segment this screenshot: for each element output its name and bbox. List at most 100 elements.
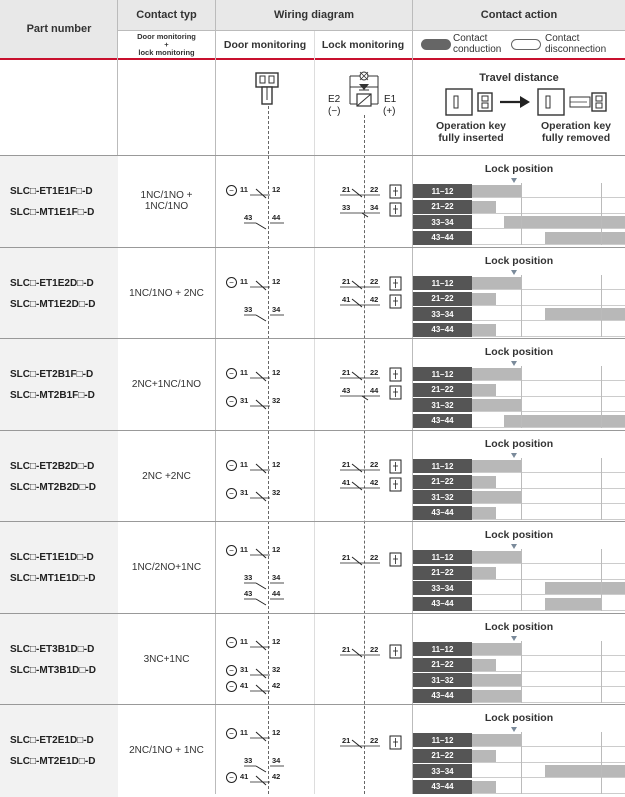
- nc-contact-symbol: [250, 640, 270, 651]
- positive-opening-icon: −: [226, 460, 237, 471]
- conduction-bar: [472, 674, 521, 686]
- contact-terminal-a: 41: [240, 681, 249, 690]
- contact-terminal-b: 22: [370, 736, 379, 745]
- lock-contact: 21 22: [340, 644, 412, 659]
- table-row: SLC□-ET2B1F□-D SLC□-MT2B1F□-D 2NC+1NC/1NO −…: [0, 338, 625, 431]
- contact-track: [472, 597, 625, 611]
- door-contact: 33 34: [226, 573, 286, 590]
- positive-opening-icon: −: [226, 772, 237, 783]
- part-number: SLC□-MT1E1F□-D: [10, 207, 95, 218]
- conduction-bar: [472, 643, 521, 655]
- position-tick: [601, 732, 602, 794]
- nc-contact-symbol: [250, 463, 270, 474]
- lock-contact: 21 22: [340, 552, 412, 567]
- key-inserted-icon: [445, 88, 493, 116]
- part-number: SLC□-ET2E1D□-D: [10, 735, 94, 746]
- door-contact: −31 32: [226, 665, 286, 679]
- part-number-cell: SLC□-ET1E2D□-D SLC□-MT1E2D□-D: [0, 248, 118, 340]
- nc-contact-symbol: [250, 548, 270, 559]
- contact-terminal-a: 31: [240, 488, 249, 497]
- door-contact: 43 44: [226, 589, 286, 606]
- contact-pair-label: 21–22: [413, 748, 472, 763]
- conduction-bar: [504, 216, 625, 228]
- lock-position-marker: [511, 636, 517, 641]
- contact-track: [472, 689, 625, 703]
- contact-pair-label: 31–32: [413, 673, 472, 687]
- contact-track: [472, 383, 625, 397]
- no-contact-symbol: [244, 314, 284, 322]
- contact-terminal-b: 12: [272, 185, 281, 194]
- contact-pair-label: 21–22: [413, 382, 472, 397]
- positive-opening-icon: −: [226, 681, 237, 692]
- conduction-bar: [472, 185, 521, 197]
- contact-track: [472, 673, 625, 687]
- contact-terminal-b: 22: [370, 277, 379, 286]
- row-divider: [0, 704, 625, 705]
- contact-pair-label: 43–44: [413, 779, 472, 794]
- lock-contact: 33 34: [340, 202, 412, 218]
- contact-pair-label: 43–44: [413, 413, 472, 428]
- positive-opening-icon: −: [226, 637, 237, 648]
- header-part-number: Part number: [0, 0, 118, 58]
- conduction-bar: [545, 765, 625, 777]
- conduction-bar: [472, 475, 497, 488]
- header-part-number-label: Part number: [26, 23, 92, 35]
- lock-position-label: Lock position: [484, 346, 554, 358]
- contact-pair-label: 31–32: [413, 398, 472, 412]
- part-number: SLC□-MT3B1D□-D: [10, 665, 96, 676]
- position-tick: [601, 458, 602, 520]
- lock-position-label: Lock position: [484, 529, 554, 541]
- contact-terminal-b: 42: [370, 295, 379, 304]
- conduction-bar: [472, 689, 521, 702]
- legend: Contact conduction Contact disconnection: [413, 31, 625, 58]
- lock-contact-symbol: [340, 294, 402, 309]
- lock-contact-symbol: [340, 459, 402, 474]
- nc-contact-symbol: [250, 668, 270, 679]
- lock-position-label: Lock position: [484, 163, 554, 175]
- contact-terminal-b: 12: [272, 460, 281, 469]
- position-tick: [601, 275, 602, 337]
- nc-contact-symbol: [250, 731, 270, 742]
- lock-position-marker: [511, 361, 517, 366]
- lock-contact: 21 22: [340, 459, 412, 474]
- contact-terminal-a: 11: [240, 368, 248, 377]
- lock-contact-symbol: [340, 477, 402, 492]
- conduction-bar: [472, 749, 497, 762]
- contact-track: [472, 475, 625, 489]
- contact-terminal-a: 21: [342, 277, 351, 286]
- position-tick: [521, 458, 522, 520]
- door-contact: −11 12: [226, 368, 286, 382]
- door-contact: −11 12: [226, 460, 286, 474]
- lock-position-label: Lock position: [484, 621, 554, 633]
- contact-terminal-a: 21: [342, 736, 351, 745]
- contact-type: 1NC/1NO + 2NC: [129, 287, 204, 299]
- contact-pair-label: 33–34: [413, 764, 472, 778]
- lock-contact: 41 42: [340, 294, 412, 309]
- contact-pair-label: 43–44: [413, 322, 472, 337]
- contact-terminal-a: 41: [342, 478, 351, 487]
- lock-position-marker: [511, 727, 517, 732]
- position-tick: [521, 641, 522, 703]
- contact-terminal-b: 12: [272, 545, 281, 554]
- lock-position-label: Lock position: [484, 438, 554, 450]
- nc-contact-symbol: [250, 280, 270, 291]
- contact-terminal-b: 22: [370, 645, 379, 654]
- row-divider: [0, 430, 625, 431]
- conduction-bar: [472, 383, 497, 396]
- contact-pair-label: 21–22: [413, 657, 472, 672]
- lock-contact: 21 22: [340, 184, 412, 199]
- conduction-bar: [472, 399, 521, 411]
- header-contact-action-label: Contact action: [480, 9, 558, 21]
- illustration-row: E2 (−) E1 (+) Travel distance Operation …: [0, 60, 625, 155]
- contact-terminal-a: 11: [240, 460, 248, 469]
- conduction-bar: [472, 734, 521, 746]
- divider: [215, 0, 216, 794]
- conduction-bar: [472, 551, 521, 563]
- contact-pair-label: 33–34: [413, 581, 472, 595]
- header-contact-type: Contact typ: [118, 0, 215, 30]
- contact-terminal-a: 43: [342, 386, 351, 395]
- door-contact: 33 34: [226, 305, 286, 322]
- part-number: SLC□-ET2B1F□-D: [10, 369, 94, 380]
- contact-terminal-b: 42: [272, 772, 281, 781]
- door-contact: −11 12: [226, 637, 286, 651]
